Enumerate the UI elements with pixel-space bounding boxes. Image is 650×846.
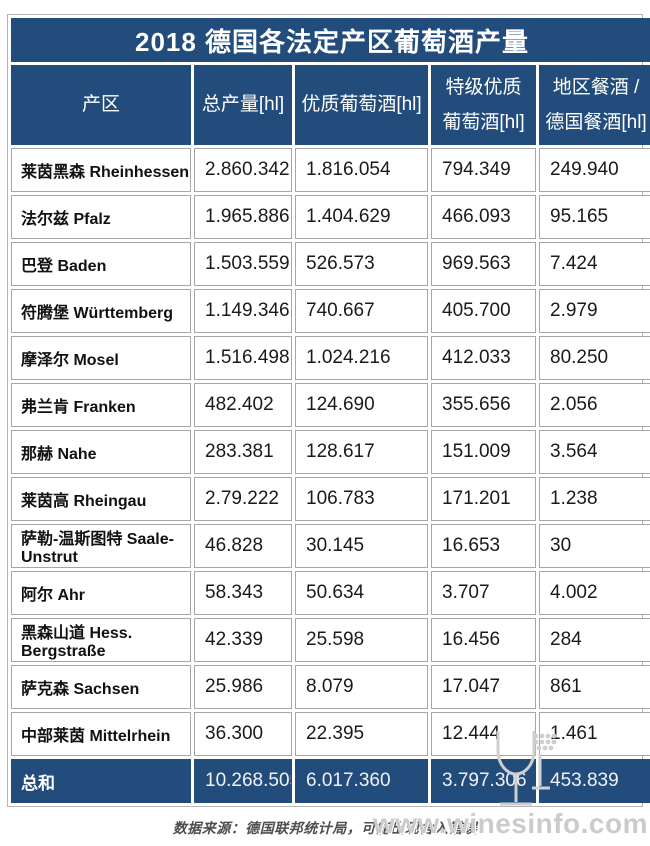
title-row: 2018 德国各法定产区葡萄酒产量 (11, 18, 650, 62)
column-header-total-production: 总产量[hl] (194, 65, 292, 145)
table-row: 阿尔 Ahr 58.343 50.634 3.707 4.002 (11, 571, 650, 615)
winesinfo-watermark: www.winesinfo.com (372, 808, 648, 839)
value-cell: 1.461 (539, 712, 650, 756)
total-value-cell: 10.268.505 (194, 759, 292, 803)
region-cell: 阿尔 Ahr (11, 571, 191, 615)
value-cell: 7.424 (539, 242, 650, 286)
total-value-cell: 3.797.306 (431, 759, 536, 803)
table-row: 莱茵黑森 Rheinhessen 2.860.342 1.816.054 794.34… (11, 148, 650, 192)
table-row: 莱茵高 Rheingau 2.79.222 106.783 171.201 1.238 (11, 477, 650, 521)
value-cell: 25.986 (194, 665, 292, 709)
value-cell: 2.860.342 (194, 148, 292, 192)
value-cell: 1.503.559 (194, 242, 292, 286)
table-row: 巴登 Baden 1.503.559 526.573 969.563 7.424 (11, 242, 650, 286)
header-row: 产区 总产量[hl] 优质葡萄酒[hl] 特级优质 葡萄酒[hl] 地区餐酒 /… (11, 65, 650, 145)
value-cell: 30.145 (295, 524, 428, 568)
value-cell: 151.009 (431, 430, 536, 474)
table-body: 莱茵黑森 Rheinhessen 2.860.342 1.816.054 794.34… (11, 148, 650, 756)
value-cell: 106.783 (295, 477, 428, 521)
value-cell: 1.816.054 (295, 148, 428, 192)
region-cell: 莱茵高 Rheingau (11, 477, 191, 521)
table-row: 黑森山道 Hess. Bergstraße 42.339 25.598 16.456 2… (11, 618, 650, 662)
table-row: 中部莱茵 Mittelrhein 36.300 22.395 12.444 1.461 (11, 712, 650, 756)
value-cell: 17.047 (431, 665, 536, 709)
region-cell: 符腾堡 Württemberg (11, 289, 191, 333)
value-cell: 249.940 (539, 148, 650, 192)
value-cell: 284 (539, 618, 650, 662)
value-cell: 128.617 (295, 430, 428, 474)
table-row: 摩泽尔 Mosel 1.516.498 1.024.216 412.033 80.250 (11, 336, 650, 380)
value-cell: 46.828 (194, 524, 292, 568)
wine-production-table: 2018 德国各法定产区葡萄酒产量 产区 总产量[hl] 优质葡萄酒[hl] 特… (8, 15, 650, 806)
value-cell: 794.349 (431, 148, 536, 192)
table-row: 符腾堡 Württemberg 1.149.346 740.667 405.700 2.… (11, 289, 650, 333)
value-cell: 124.690 (295, 383, 428, 427)
region-cell: 萨克森 Sachsen (11, 665, 191, 709)
value-cell: 1.404.629 (295, 195, 428, 239)
value-cell: 16.456 (431, 618, 536, 662)
value-cell: 405.700 (431, 289, 536, 333)
table-row: 萨克森 Sachsen 25.986 8.079 17.047 861 (11, 665, 650, 709)
value-cell: 30 (539, 524, 650, 568)
region-cell: 那赫 Nahe (11, 430, 191, 474)
value-cell: 1.238 (539, 477, 650, 521)
value-cell: 2.979 (539, 289, 650, 333)
table-row: 萨勒-温斯图特 Saale-Unstrut 46.828 30.145 16.653 3… (11, 524, 650, 568)
value-cell: 482.402 (194, 383, 292, 427)
value-cell: 95.165 (539, 195, 650, 239)
value-cell: 12.444 (431, 712, 536, 756)
value-cell: 25.598 (295, 618, 428, 662)
value-cell: 1.149.346 (194, 289, 292, 333)
value-cell: 1.024.216 (295, 336, 428, 380)
value-cell: 58.343 (194, 571, 292, 615)
region-cell: 莱茵黑森 Rheinhessen (11, 148, 191, 192)
value-cell: 861 (539, 665, 650, 709)
value-cell: 1.516.498 (194, 336, 292, 380)
value-cell: 412.033 (431, 336, 536, 380)
value-cell: 50.634 (295, 571, 428, 615)
table-row: 弗兰肯 Franken 482.402 124.690 355.656 2.056 (11, 383, 650, 427)
region-cell: 巴登 Baden (11, 242, 191, 286)
value-cell: 22.395 (295, 712, 428, 756)
column-header-quality-wine: 优质葡萄酒[hl] (295, 65, 428, 145)
region-cell: 黑森山道 Hess. Bergstraße (11, 618, 191, 662)
value-cell: 171.201 (431, 477, 536, 521)
production-table-frame: 2018 德国各法定产区葡萄酒产量 产区 总产量[hl] 优质葡萄酒[hl] 特… (7, 14, 650, 807)
value-cell: 1.965.886 (194, 195, 292, 239)
total-value-cell: 6.017.360 (295, 759, 428, 803)
region-cell: 摩泽尔 Mosel (11, 336, 191, 380)
region-cell: 弗兰肯 Franken (11, 383, 191, 427)
table-row: 法尔兹 Pfalz 1.965.886 1.404.629 466.093 95.165 (11, 195, 650, 239)
region-cell: 法尔兹 Pfalz (11, 195, 191, 239)
column-header-premium-quality-wine: 特级优质 葡萄酒[hl] (431, 65, 536, 145)
value-cell: 355.656 (431, 383, 536, 427)
total-row: 总和 10.268.505 6.017.360 3.797.306 453.83… (11, 759, 650, 803)
value-cell: 16.653 (431, 524, 536, 568)
value-cell: 2.056 (539, 383, 650, 427)
value-cell: 42.339 (194, 618, 292, 662)
value-cell: 80.250 (539, 336, 650, 380)
value-cell: 969.563 (431, 242, 536, 286)
value-cell: 4.002 (539, 571, 650, 615)
value-cell: 36.300 (194, 712, 292, 756)
value-cell: 283.381 (194, 430, 292, 474)
table-row: 那赫 Nahe 283.381 128.617 151.009 3.564 (11, 430, 650, 474)
value-cell: 740.667 (295, 289, 428, 333)
region-cell: 中部莱茵 Mittelrhein (11, 712, 191, 756)
value-cell: 2.79.222 (194, 477, 292, 521)
value-cell: 466.093 (431, 195, 536, 239)
value-cell: 8.079 (295, 665, 428, 709)
wine-glass-icon (496, 731, 557, 806)
total-label-cell: 总和 (11, 759, 191, 803)
value-cell: 3.707 (431, 571, 536, 615)
value-cell: 3.564 (539, 430, 650, 474)
data-source-note: 数据来源：德国联邦统计局，可能出现舍入错误 (172, 820, 478, 836)
table-title: 2018 德国各法定产区葡萄酒产量 (11, 18, 650, 62)
region-cell: 萨勒-温斯图特 Saale-Unstrut (11, 524, 191, 568)
column-header-table-wine: 地区餐酒 / 德国餐酒[hl] (539, 65, 650, 145)
total-value-cell: 453.839 (539, 759, 650, 803)
value-cell: 526.573 (295, 242, 428, 286)
column-header-region: 产区 (11, 65, 191, 145)
